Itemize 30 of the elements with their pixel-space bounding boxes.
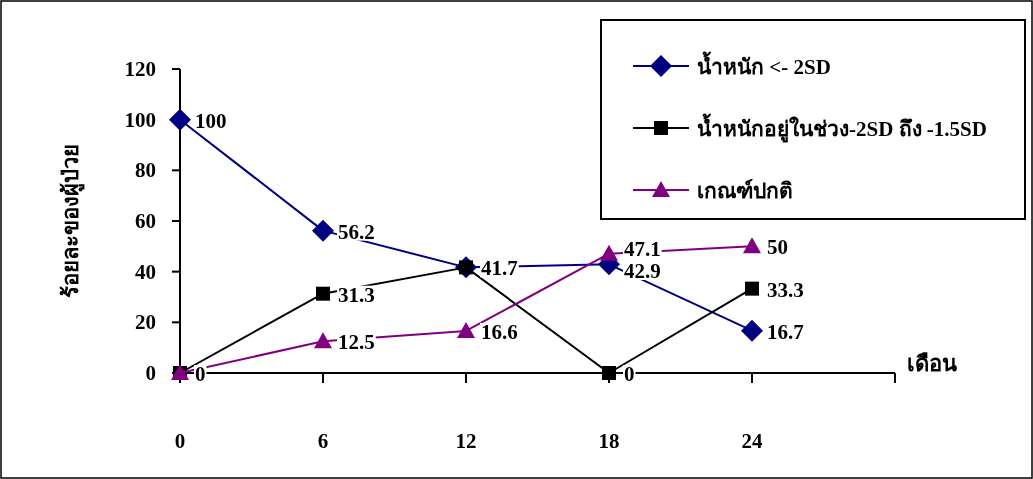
data-label: 50 (767, 235, 788, 260)
y-tick-label: 120 (124, 57, 156, 81)
data-label: 0 (624, 362, 635, 386)
y-tick-label: 60 (135, 209, 156, 233)
x-tick-label: 0 (174, 429, 186, 453)
data-label: 56.2 (338, 219, 375, 244)
x-tick-label: 12 (455, 429, 477, 453)
legend-label: น้ำหนักอยู่ในช่วง-2SD ถึง -1.5SD (697, 113, 987, 143)
data-label: 33.3 (767, 277, 804, 302)
data-label: 16.7 (767, 319, 804, 344)
legend-label: เกณฑ์ปกติ (697, 179, 793, 203)
data-label: 41.7 (481, 256, 518, 281)
y-axis-title: ร้อยละของผู้ป่วย (58, 144, 85, 298)
y-tick-label: 20 (135, 310, 156, 335)
x-tick-label: 24 (741, 429, 763, 453)
y-tick-label: 40 (135, 259, 156, 284)
data-label: 0 (195, 362, 206, 386)
x-tick-label: 6 (317, 429, 329, 453)
data-label: 100 (195, 108, 227, 133)
x-axis-title: เดือน (907, 351, 957, 376)
legend-label: น้ำหนัก <- 2SD (697, 51, 831, 79)
y-tick-label: 80 (135, 158, 156, 183)
x-tick-label: 18 (598, 429, 620, 453)
y-tick-label: 100 (124, 107, 156, 132)
data-label: 31.3 (338, 282, 375, 307)
data-label: 16.6 (481, 319, 518, 344)
data-label: 42.9 (624, 259, 661, 283)
y-tick-label: 0 (145, 361, 156, 385)
data-label: 12.5 (338, 330, 375, 355)
data-label: 47.1 (624, 237, 661, 261)
